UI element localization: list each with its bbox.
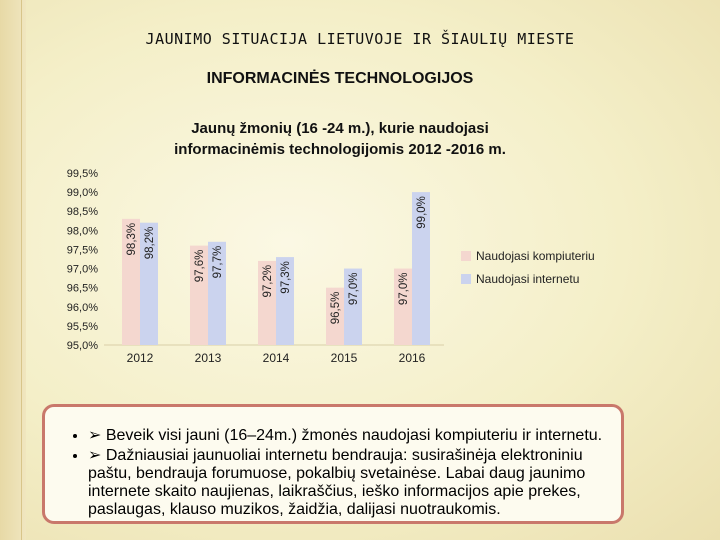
y-tick-label: 96,0% bbox=[67, 302, 98, 314]
notes-callout-box bbox=[42, 404, 624, 524]
y-tick-label: 99,0% bbox=[67, 187, 98, 199]
data-label: 97,2% bbox=[262, 265, 274, 298]
y-tick-label: 96,5% bbox=[67, 283, 98, 295]
arrow-bullet-icon: ➢ bbox=[88, 427, 102, 444]
data-label: 97,3% bbox=[280, 261, 292, 294]
bar-chart: 95,0% 95,5% 96,0% 96,5% 97,0% 97,5% 98,0% 98,5%… bbox=[67, 168, 595, 365]
chart-title-line-2: informacinėmis technologijomis 2012 -201… bbox=[174, 141, 506, 158]
bar-computer bbox=[326, 287, 344, 345]
section-title: INFORMACINĖS TECHNOLOGIJOS bbox=[206, 70, 474, 87]
left-decorative-band bbox=[0, 0, 26, 540]
y-tick-label: 98,0% bbox=[67, 225, 98, 237]
notes-list: ➢ Beveik visi jauni (16–24m.) žmonės nau… bbox=[48, 409, 614, 535]
x-tick-label: 2012 bbox=[127, 351, 154, 365]
note-item: ➢ Beveik visi jauni (16–24m.) žmonės nau… bbox=[88, 425, 614, 445]
data-label: 98,2% bbox=[144, 227, 156, 260]
x-tick-label: 2016 bbox=[399, 351, 426, 365]
y-tick-label: 95,0% bbox=[67, 340, 98, 352]
data-label: 97,7% bbox=[212, 246, 224, 279]
bar-computer bbox=[190, 245, 208, 345]
bar-internet bbox=[208, 241, 226, 345]
note-text: Beveik visi jauni (16–24m.) žmonės naudo… bbox=[105, 427, 603, 444]
bar-internet bbox=[140, 222, 158, 345]
data-label: 98,3% bbox=[126, 223, 138, 256]
legend-swatch bbox=[461, 274, 471, 284]
x-tick-label: 2015 bbox=[331, 351, 358, 365]
chart-title: Jaunų žmonių (16 -24 m.), kurie naudojas… bbox=[100, 118, 580, 160]
chart-title-line-1: Jaunų žmonių (16 -24 m.), kurie naudojas… bbox=[191, 120, 489, 137]
x-tick-label: 2014 bbox=[263, 351, 290, 365]
page-title: JAUNIMO SITUACIJA LIETUVOJE IR ŠIAULIŲ M… bbox=[145, 30, 575, 48]
data-label: 96,5% bbox=[330, 292, 342, 325]
bar-computer bbox=[122, 218, 140, 345]
y-tick-label: 95,5% bbox=[67, 321, 98, 333]
data-label: 97,0% bbox=[348, 273, 360, 306]
note-text: Dažniausiai jaunuoliai internetu bendrau… bbox=[88, 447, 586, 518]
legend-label: Naudojasi internetu bbox=[476, 272, 579, 286]
data-label: 97,0% bbox=[398, 273, 410, 306]
bar-internet bbox=[276, 257, 294, 345]
y-tick-label: 97,0% bbox=[67, 264, 98, 276]
data-label: 99,0% bbox=[416, 196, 428, 229]
x-tick-label: 2013 bbox=[195, 351, 222, 365]
bar-computer bbox=[258, 260, 276, 345]
bar-computer bbox=[394, 268, 412, 345]
legend-swatch bbox=[461, 251, 471, 261]
note-item: ➢ Dažniausiai jaunuoliai internetu bendr… bbox=[88, 445, 614, 519]
bar-internet bbox=[344, 268, 362, 345]
y-tick-label: 98,5% bbox=[67, 206, 98, 218]
arrow-bullet-icon: ➢ bbox=[88, 447, 102, 464]
data-label: 97,6% bbox=[194, 250, 206, 283]
bar-internet bbox=[412, 192, 430, 345]
y-tick-label: 97,5% bbox=[67, 244, 98, 256]
y-tick-label: 99,5% bbox=[67, 168, 98, 180]
legend-label: Naudojasi kompiuteriu bbox=[476, 249, 595, 263]
